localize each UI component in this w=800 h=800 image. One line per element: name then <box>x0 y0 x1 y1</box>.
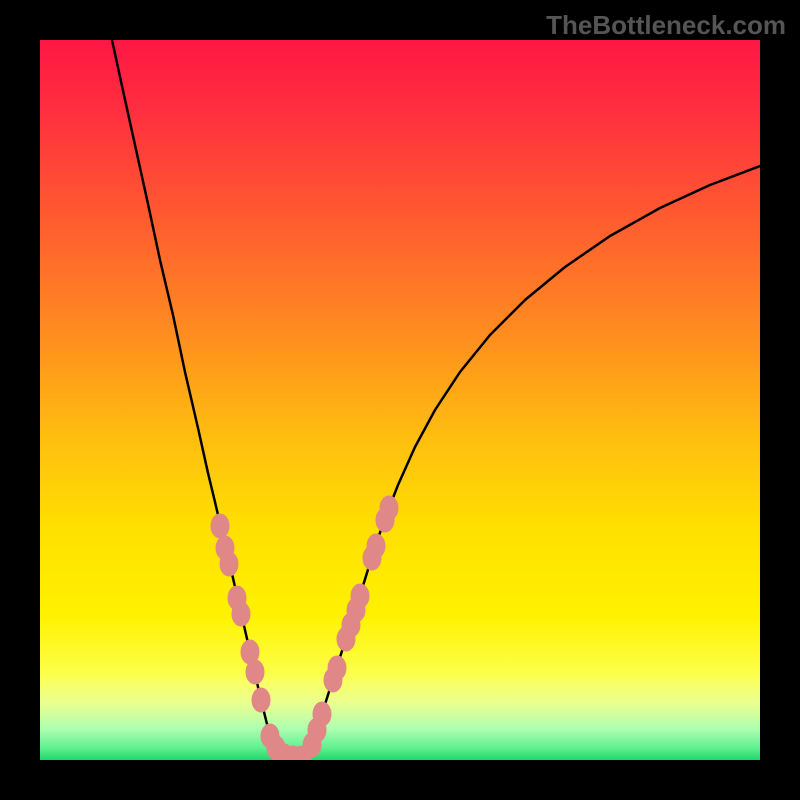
watermark-text: TheBottleneck.com <box>546 10 786 41</box>
chart-svg <box>40 40 760 760</box>
plot-area <box>40 40 760 760</box>
